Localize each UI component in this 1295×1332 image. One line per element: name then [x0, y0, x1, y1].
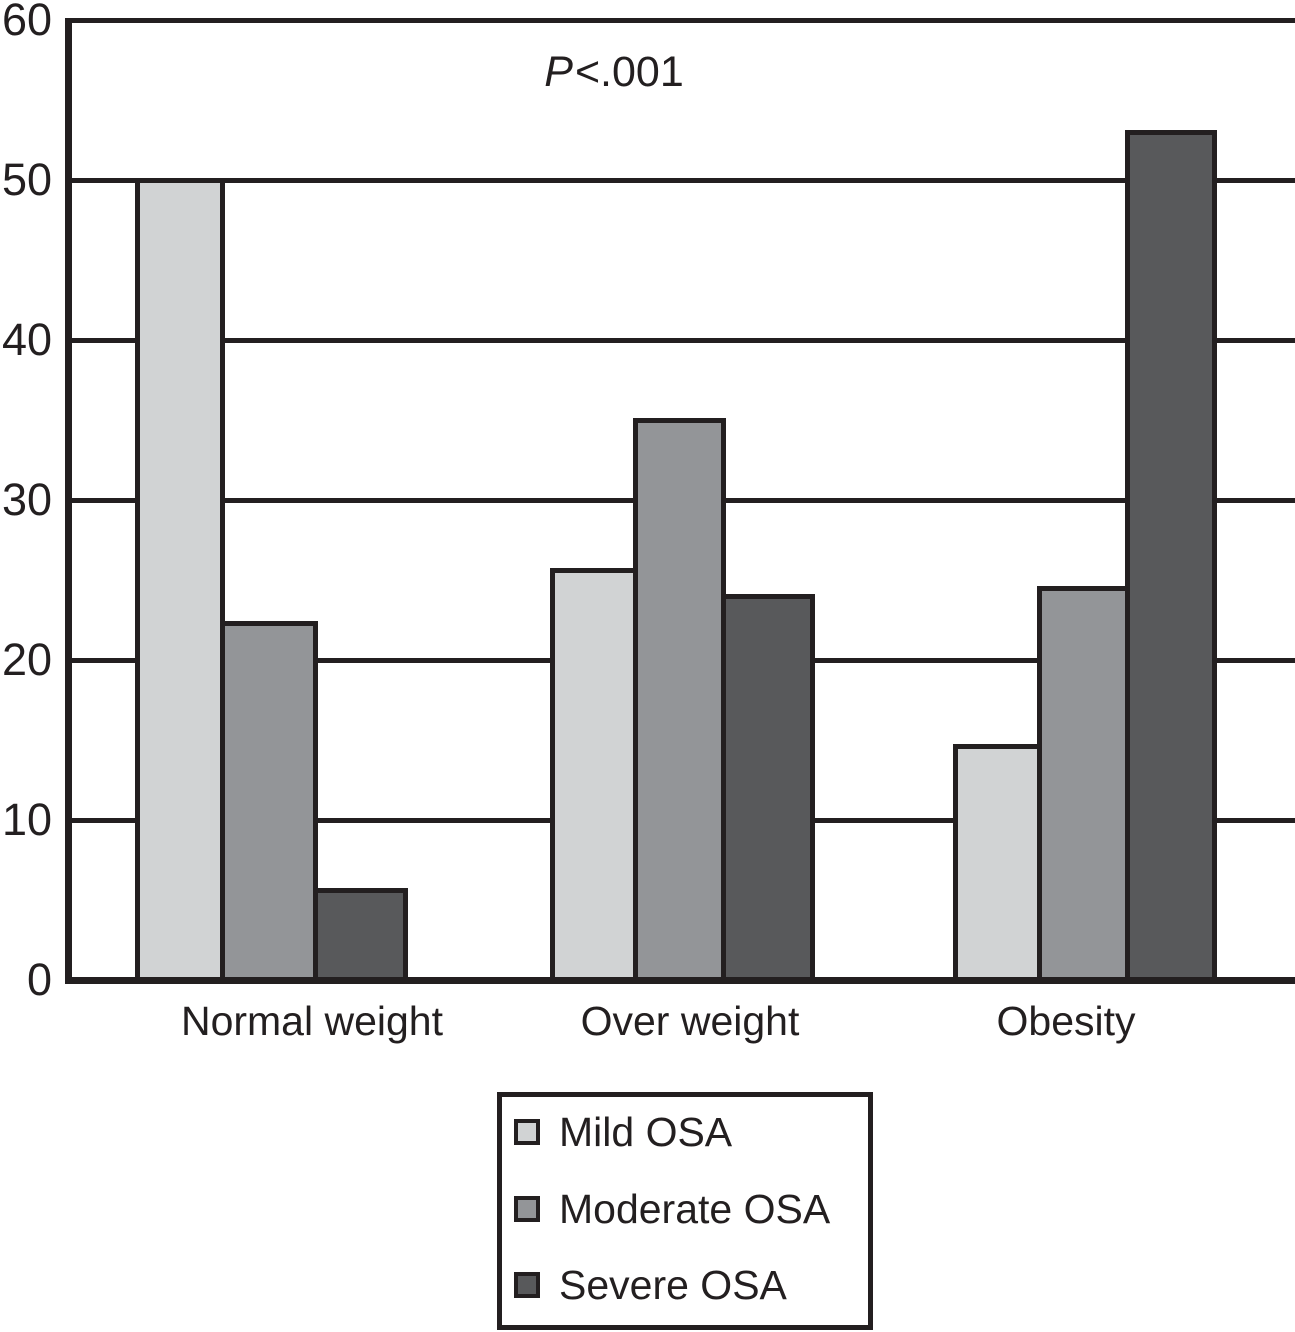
bar-normal-weight-severe-osa — [313, 888, 408, 982]
x-axis-label-obesity: Obesity — [996, 998, 1136, 1044]
bar-normal-weight-mild-osa — [135, 178, 225, 982]
bar-normal-weight-moderate-osa — [220, 621, 318, 982]
bar-obesity-moderate-osa — [1037, 586, 1130, 982]
bar-over-weight-mild-osa — [550, 568, 638, 982]
legend-swatch-mild-osa — [514, 1119, 540, 1145]
p-value-text: <.001 — [574, 48, 684, 96]
legend-label-severe-osa: Severe OSA — [559, 1262, 787, 1308]
bar-obesity-mild-osa — [953, 744, 1042, 982]
p-value-annotation: P<.001 — [414, 48, 814, 96]
y-tick-label-60: 60 — [1, 0, 52, 45]
y-tick-label-0: 0 — [26, 954, 52, 1005]
bar-obesity-severe-osa — [1125, 130, 1217, 982]
legend-item-severe-osa: Severe OSA — [514, 1261, 858, 1309]
legend-item-moderate-osa: Moderate OSA — [514, 1185, 858, 1233]
legend-label-moderate-osa: Moderate OSA — [559, 1185, 831, 1232]
gridline-40 — [72, 338, 1295, 343]
legend-item-mild-osa: Mild OSA — [514, 1108, 858, 1156]
legend-swatch-moderate-osa — [514, 1195, 540, 1222]
x-axis-label-over-weight: Over weight — [580, 998, 800, 1044]
legend-box: Mild OSA Moderate OSA Severe OSA — [497, 1092, 873, 1330]
plot-area — [65, 18, 1295, 984]
y-tick-label-30: 30 — [1, 474, 52, 525]
gridline-60 — [72, 18, 1295, 23]
y-tick-label-20: 20 — [1, 634, 52, 685]
x-axis-line — [72, 977, 1295, 984]
p-value-symbol: P — [544, 48, 573, 96]
y-tick-label-10: 10 — [1, 794, 52, 845]
y-tick-label-50: 50 — [1, 154, 52, 205]
gridline-50 — [72, 178, 1295, 183]
legend-swatch-severe-osa — [514, 1272, 540, 1298]
y-tick-label-40: 40 — [1, 314, 52, 365]
bar-over-weight-moderate-osa — [633, 418, 726, 982]
legend-label-mild-osa: Mild OSA — [559, 1109, 733, 1155]
x-axis-label-normal-weight: Normal weight — [180, 998, 444, 1044]
bar-over-weight-severe-osa — [721, 594, 815, 982]
